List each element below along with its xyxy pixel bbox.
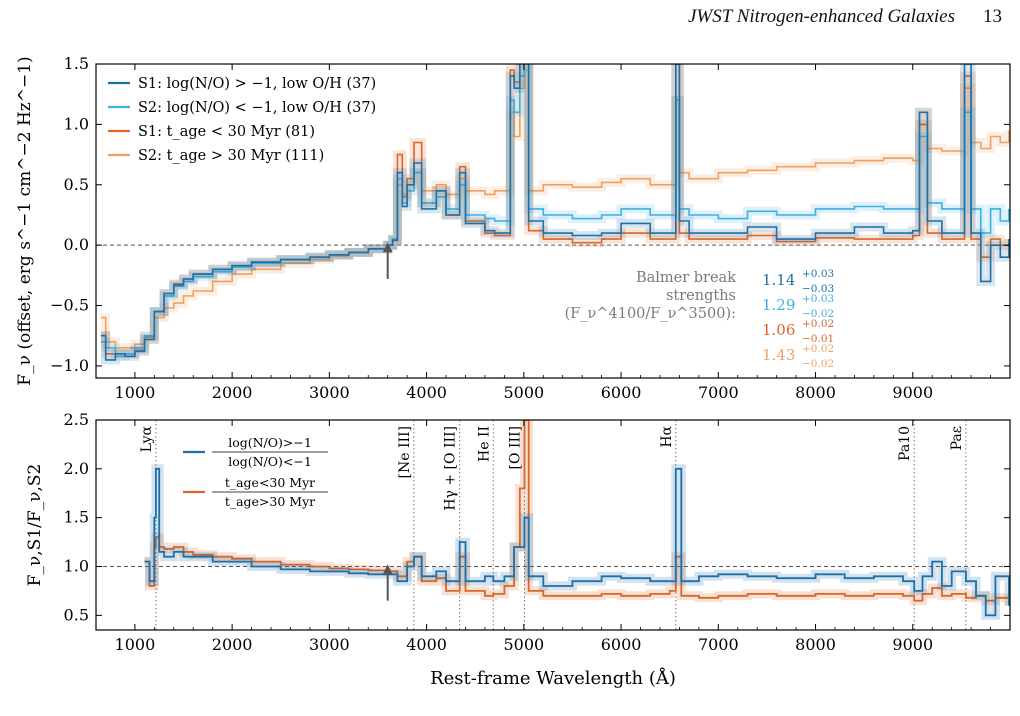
legend-label: S2: log(N/O) < −1, low O/H (37) (138, 100, 376, 116)
top-ytick-label: 0.5 (64, 175, 89, 194)
balmer-break-annotation: Balmer break strengths (F_ν^4100/F_ν^3500)… (565, 268, 835, 370)
balmer-break-plus: +0.02 (802, 318, 834, 330)
legend-numerator: t_age<30 Myr (225, 475, 315, 490)
bottom-xtick-label: 2000 (212, 635, 253, 654)
series-line (100, 64, 1010, 361)
bottom-x-axis-label: Rest-frame Wavelength (Å) (430, 667, 676, 689)
bottom-ytick-label: 0.5 (64, 605, 89, 624)
bottom-series-group (144, 420, 1010, 620)
balmer-break-minus: −0.02 (802, 308, 834, 320)
bottom-ytick-label: 1.0 (64, 557, 89, 576)
bottom-axes-frame (95, 419, 1011, 631)
balmer-break-label: strengths (666, 288, 736, 304)
top-panel: 1000 2000 3000 4000 5000 6000 7000 8000 9000 −1.0… (15, 54, 1011, 402)
bottom-legend: log(N/O)>−1 log(N/O)<−1 t_age<30 Myr t_age>… (183, 435, 328, 509)
top-xtick-label: 6000 (601, 383, 642, 402)
series-line (100, 69, 1010, 349)
balmer-break-label: (F_ν^4100/F_ν^3500): (565, 306, 736, 322)
running-title: JWST Nitrogen-enhanced Galaxies (687, 6, 955, 27)
balmer-break-value: 1.29 (762, 296, 795, 314)
balmer-break-plus: +0.03 (802, 293, 834, 305)
page-number: 13 (983, 6, 1002, 27)
bottom-xtick-label: 8000 (795, 635, 836, 654)
line-marker-label: [Ne III] (397, 426, 413, 479)
legend-denominator: log(N/O)<−1 (228, 454, 312, 469)
bottom-xtick-label: 5000 (503, 635, 544, 654)
line-marker-label: Hγ + [O III] (443, 426, 459, 511)
balmer-break-plus: +0.02 (802, 343, 834, 355)
top-xtick-label: 4000 (406, 383, 447, 402)
top-ytick-label: 1.5 (64, 54, 89, 73)
bottom-xtick-label: 9000 (892, 635, 933, 654)
top-xtick-label: 8000 (795, 383, 836, 402)
ratio-line (144, 467, 1010, 617)
legend-label: S1: log(N/O) > −1, low O/H (37) (138, 76, 376, 92)
bottom-xtick-label: 6000 (601, 635, 642, 654)
top-xtick-label: 2000 (212, 383, 253, 402)
balmer-break-value: 1.14 (762, 271, 795, 289)
legend-denominator: t_age>30 Myr (225, 494, 315, 509)
balmer-arrow-head (382, 242, 393, 253)
legend-label: S2: t_age > 30 Myr (111) (138, 148, 324, 164)
bottom-y-axis-label: F_ν,S1/F_ν,S2 (25, 464, 45, 587)
top-y-axis-label: F_ν (offset, erg s^−1 cm^−2 Hz^−1) (15, 56, 35, 385)
legend-numerator: log(N/O)>−1 (228, 435, 312, 450)
top-axes-frame (95, 63, 1011, 379)
line-marker-label: [O III] (508, 426, 524, 469)
top-xtick-label: 3000 (309, 383, 350, 402)
top-xtick-label: 9000 (892, 383, 933, 402)
top-xtick-label: 1000 (115, 383, 156, 402)
balmer-break-minus: −0.02 (802, 358, 834, 370)
bottom-ytick-label: 2.0 (64, 459, 89, 478)
line-marker-label: Paε (949, 426, 965, 450)
top-ytick-label: 0.0 (64, 235, 89, 254)
top-xtick-label: 7000 (698, 383, 739, 402)
top-series-group (100, 64, 1010, 365)
line-marker-label: Hα (659, 425, 675, 447)
balmer-break-plus: +0.03 (802, 268, 834, 280)
running-header: JWST Nitrogen-enhanced Galaxies 13 (688, 6, 1002, 28)
top-ytick-label: −1.0 (50, 356, 89, 375)
line-marker-label: Lyα (139, 425, 155, 452)
balmer-arrow-head (382, 564, 393, 575)
line-marker-label: Pa10 (897, 426, 913, 461)
balmer-break-minus: −0.01 (802, 333, 834, 345)
top-legend: S1: log(N/O) > −1, low O/H (37) S2: log(N… (108, 76, 376, 164)
bottom-xtick-label: 3000 (309, 635, 350, 654)
line-marker-label: He II (476, 426, 492, 462)
top-xtick-label: 5000 (503, 383, 544, 402)
legend-label: S1: t_age < 30 Myr (81) (138, 124, 315, 140)
bottom-xtick-label: 7000 (698, 635, 739, 654)
bottom-xtick-label: 4000 (406, 635, 447, 654)
top-ytick-label: −0.5 (50, 296, 89, 315)
bottom-ytick-label: 1.5 (64, 508, 89, 527)
bottom-panel: Lyα [Ne III] Hγ + [O III] He II [O III] Hα Pa1… (25, 410, 1011, 689)
balmer-break-label: Balmer break (636, 270, 736, 286)
bottom-xtick-label: 1000 (115, 635, 156, 654)
top-ytick-label: 1.0 (64, 114, 89, 133)
balmer-break-minus: −0.03 (802, 283, 834, 295)
bottom-ytick-label: 2.5 (64, 410, 89, 429)
balmer-break-value: 1.43 (762, 346, 795, 364)
balmer-break-value: 1.06 (762, 321, 795, 339)
